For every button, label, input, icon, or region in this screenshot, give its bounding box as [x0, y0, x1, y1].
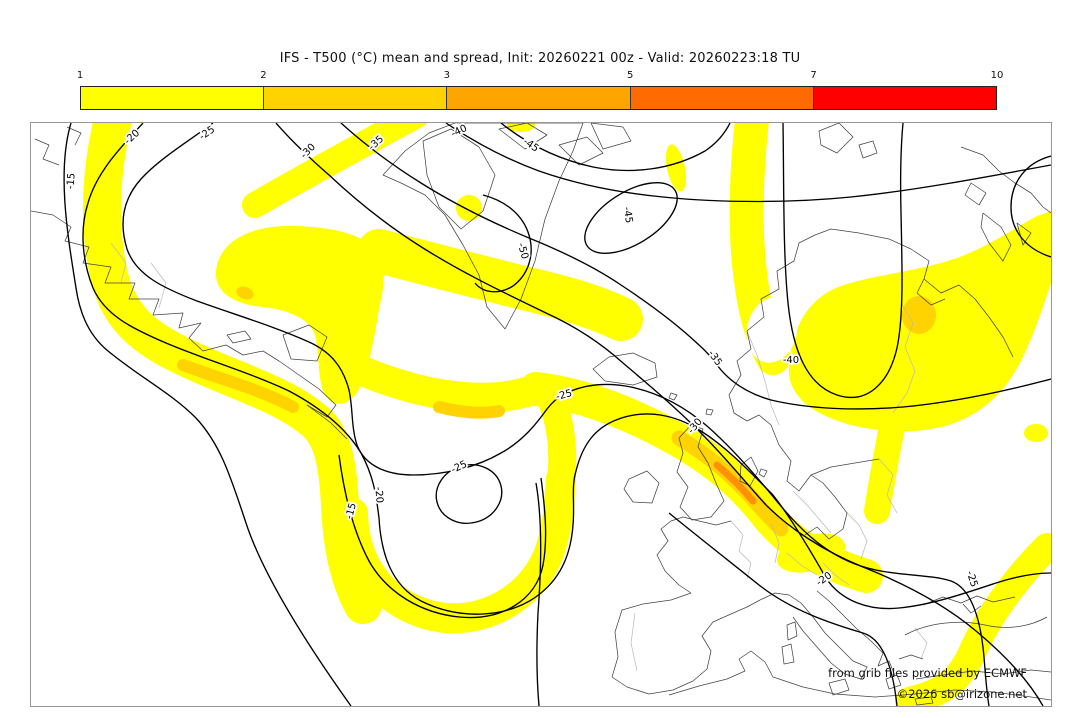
contour-50-hook	[474, 194, 532, 293]
contour-label: -40	[783, 355, 799, 366]
colorbar-tick: 7	[810, 70, 817, 81]
contour-15-west	[63, 123, 352, 706]
contour-25-closed-low	[435, 464, 503, 524]
colorbar: 1 2 3 5 7 10	[76, 70, 1004, 110]
colorbar-segment	[447, 87, 631, 109]
colorbar-tick: 10	[990, 70, 1004, 81]
contour-40-arctic	[445, 123, 1051, 203]
map-graphic: -15-20 -25-30 -35-40-45-50-45-35 -40-25-30-…	[31, 123, 1051, 706]
contour-35	[340, 123, 1051, 410]
contour-label: -25	[964, 570, 980, 589]
contour-label: -35	[705, 348, 723, 368]
contour-lines	[63, 123, 1051, 706]
contour-20-jet	[82, 123, 1051, 615]
contour-label: -40	[449, 123, 468, 140]
attribution-line-2: ©2026 sb@irizone.net	[896, 687, 1027, 701]
spread-shading-yellow	[82, 123, 1051, 706]
colorbar-scale	[80, 86, 997, 110]
contour-45-closed	[584, 182, 678, 254]
contour-label: -45	[621, 206, 634, 224]
contour-15-europe	[668, 512, 898, 706]
map-canvas: -15 -20 -25 -30 -35 -40 -45 -50 -45 -35 -40 -25 -30-…	[30, 122, 1052, 707]
colorbar-tick: 5	[627, 70, 634, 81]
attribution-line-1: from grib files provided by ECMWF	[828, 666, 1027, 680]
spread-shading-orange	[177, 286, 936, 537]
contour-label: -25	[449, 459, 468, 476]
contour-label: -25	[197, 124, 217, 142]
contour-right-edge-cell	[1010, 155, 1051, 258]
colorbar-segment	[264, 87, 448, 109]
contour-label: -50	[515, 242, 530, 261]
coastlines	[31, 123, 1051, 706]
contour-40-scandinavia	[782, 123, 904, 398]
colorbar-tick-labels: 1 2 3 5 7 10	[76, 70, 1004, 84]
contour-15-cutoff-outer	[338, 454, 547, 619]
chart-title: IFS - T500 (°C) mean and spread, Init: 2…	[279, 51, 801, 66]
contour-15-descender	[535, 482, 542, 706]
spread-gap	[746, 297, 798, 363]
colorbar-segment	[813, 87, 997, 109]
colorbar-segment	[81, 87, 265, 109]
contour-label: -15	[65, 172, 77, 189]
colorbar-tick: 3	[443, 70, 450, 81]
contour-45-arc	[500, 123, 731, 172]
country-borders	[110, 242, 928, 672]
colorbar-segment	[630, 87, 814, 109]
colorbar-tick: 1	[76, 70, 84, 81]
colorbar-tick: 2	[260, 70, 267, 81]
contour-30	[275, 123, 1044, 706]
contour-label: -20	[372, 486, 384, 503]
